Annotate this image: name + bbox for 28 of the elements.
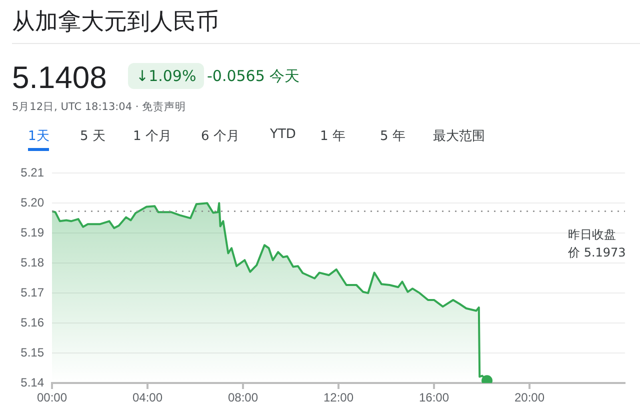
text: YTD [270,127,296,144]
x-tick-label: 08:00 [228,390,258,405]
x-tick-label: 12:00 [323,390,354,405]
chart-title: 从加拿大元到人民币 [12,8,219,37]
x-tick-label: 04:00 [132,390,163,405]
y-tick-label: 5.16 [20,315,44,330]
x-tick-label: 16:00 [418,390,450,405]
y-tick-label: 5.17 [20,285,44,300]
y-tick-label: 5.21 [20,166,44,180]
text: 1天 [28,127,50,151]
text: 1 个月 [133,128,172,146]
x-tick-label: 00:00 [36,390,68,405]
x-tick-label: 20:00 [514,390,545,405]
y-tick-label: 5.20 [20,195,44,210]
y-tick-label: 5.15 [20,345,44,360]
text: ↓1.09% [128,63,204,89]
y-tick-label: 5.18 [20,255,44,270]
text: 5月12日, UTC 18:13:04 · 免责声明 [12,100,186,114]
text: 5 年 [380,128,406,146]
text: 6 个月 [201,128,240,146]
text: 最大范围 [433,128,485,146]
y-tick-label: 5.14 [20,375,44,390]
ref-line-label: 昨日收盘价 5.1973 [567,227,626,260]
text: 5.1408 [12,60,107,96]
text: -0.0565 今天 [207,67,300,86]
y-tick-label: 5.19 [20,225,44,240]
text: 1 年 [320,128,346,146]
text: 5 天 [80,128,106,146]
